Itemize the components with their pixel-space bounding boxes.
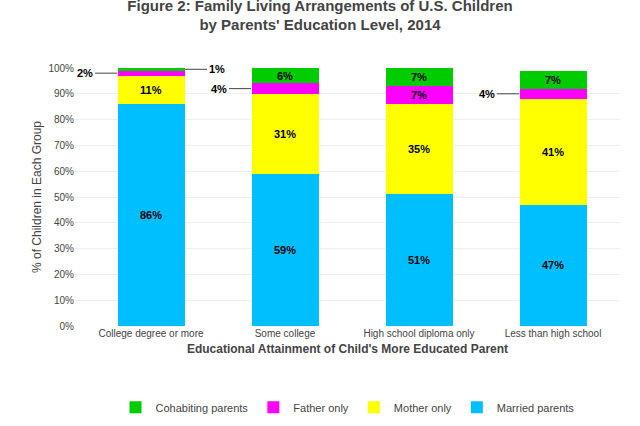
svg-text:20%: 20% [54,269,74,280]
svg-text:40%: 40% [54,217,74,228]
svg-text:59%: 59% [274,244,296,256]
svg-text:100%: 100% [48,63,74,74]
svg-text:60%: 60% [54,166,74,177]
svg-text:Some college: Some college [255,328,316,339]
svg-text:80%: 80% [54,114,74,125]
svg-text:6%: 6% [277,70,293,82]
svg-text:41%: 41% [542,146,564,158]
svg-text:0%: 0% [60,321,75,332]
svg-text:7%: 7% [545,74,561,86]
svg-text:86%: 86% [140,209,162,221]
svg-text:1%: 1% [209,63,225,75]
svg-text:7%: 7% [411,71,427,83]
svg-text:High school diploma only: High school diploma only [363,328,474,339]
svg-text:7%: 7% [411,89,427,101]
svg-text:College degree or more: College degree or more [98,328,203,339]
svg-text:Cohabiting parents: Cohabiting parents [156,402,249,414]
svg-text:2%: 2% [77,67,93,79]
svg-text:47%: 47% [542,259,564,271]
svg-text:30%: 30% [54,243,74,254]
svg-text:Mother only: Mother only [394,402,452,414]
svg-text:10%: 10% [54,295,74,306]
svg-text:Father only: Father only [293,402,349,414]
svg-text:4%: 4% [479,88,495,100]
svg-text:11%: 11% [140,84,162,96]
svg-text:35%: 35% [408,143,430,155]
svg-text:% of Children in Each Group: % of Children in Each Group [30,121,44,273]
svg-text:31%: 31% [274,128,296,140]
svg-text:Figure 2: Family Living Arrang: Figure 2: Family Living Arrangements of … [127,0,512,33]
svg-text:51%: 51% [408,254,430,266]
svg-text:50%: 50% [54,192,74,203]
svg-text:90%: 90% [54,88,74,99]
svg-text:Married parents: Married parents [497,402,575,414]
svg-text:70%: 70% [54,140,74,151]
svg-text:4%: 4% [211,83,227,95]
svg-text:Educational Attainment of Chil: Educational Attainment of Child's More E… [187,342,508,356]
svg-text:Less than high school: Less than high school [505,328,602,339]
